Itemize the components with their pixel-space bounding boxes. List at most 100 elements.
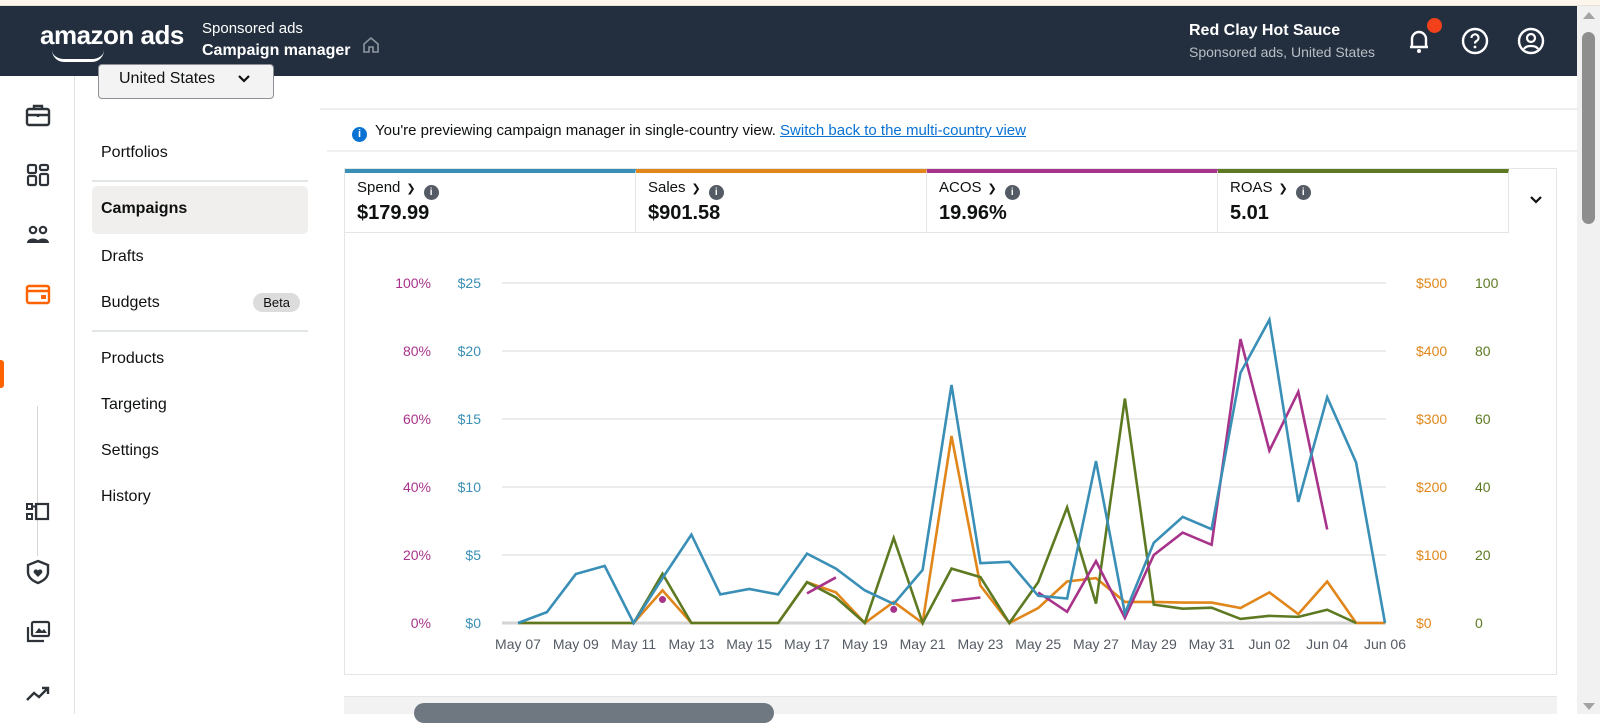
metric-value: 19.96%: [939, 202, 1007, 224]
acos-axis-tick-label: 0%: [411, 615, 431, 631]
x-axis-tick-label: May 17: [784, 636, 830, 652]
flow-icon[interactable]: [24, 498, 52, 526]
scroll-up-arrow-icon[interactable]: [1583, 12, 1595, 19]
metric-value: 5.01: [1230, 202, 1269, 224]
sub-navigation: Portfolios Campaigns Drafts Budgets Beta …: [92, 130, 308, 520]
metric-tile-spend[interactable]: Spend ❯ i $179.99: [345, 169, 636, 233]
brand-shield-icon[interactable]: [24, 558, 52, 586]
nav-item-drafts[interactable]: Drafts: [92, 234, 308, 280]
amazon-ads-logo[interactable]: amazon ads: [40, 20, 184, 50]
notification-dot: [1427, 18, 1442, 33]
acos-axis-tick-label: 40%: [403, 479, 431, 495]
country-select-value: United States: [119, 70, 216, 87]
spend-line: [517, 315, 1387, 626]
spend-axis-tick-label: $25: [458, 275, 482, 291]
sales-axis-tick-label: $200: [1416, 479, 1447, 495]
nav-item-label: Budgets: [101, 294, 160, 311]
acos-point: [890, 605, 898, 613]
metric-tile-acos[interactable]: ACOS ❯ i 19.96%: [927, 169, 1218, 233]
country-select[interactable]: United States: [98, 64, 274, 99]
nav-item-budgets[interactable]: Budgets Beta: [92, 280, 308, 326]
multi-country-link[interactable]: Switch back to the multi-country view: [780, 122, 1026, 139]
nav-item-label: Drafts: [101, 248, 144, 265]
vertical-scrollbar[interactable]: [1577, 6, 1600, 714]
lower-panel-control[interactable]: [414, 703, 774, 723]
briefcase-icon[interactable]: [24, 101, 52, 129]
x-axis-tick-label: May 29: [1131, 636, 1177, 652]
nav-item-portfolios[interactable]: Portfolios: [92, 130, 308, 176]
bell-icon[interactable]: [1404, 26, 1434, 56]
account-icon[interactable]: [1516, 26, 1546, 56]
acos-axis-tick-label: 20%: [403, 547, 431, 563]
home-icon[interactable]: [362, 36, 380, 54]
spend-axis-tick-label: $20: [458, 343, 482, 359]
metric-tiles: Spend ❯ i $179.99 Sales ❯ i $901.58 ACOS ❯ i 1…: [345, 169, 1509, 233]
spend-axis-tick-label: $0: [465, 615, 481, 631]
acos-line: [1037, 338, 1329, 621]
x-axis-tick-label: May 09: [553, 636, 599, 652]
nav-item-label: History: [101, 488, 151, 505]
nav-item-products[interactable]: Products: [92, 336, 308, 382]
acos-point: [659, 596, 666, 604]
metric-label: ACOS: [939, 179, 982, 196]
rail-divider: [37, 406, 38, 556]
header-title: Campaign manager: [202, 42, 351, 59]
info-icon: i: [352, 127, 367, 142]
chevron-down-icon[interactable]: ❯: [691, 183, 701, 195]
acos-axis-tick-label: 60%: [403, 411, 431, 427]
nav-item-label: Settings: [101, 442, 159, 459]
x-axis-tick-label: May 11: [611, 636, 656, 652]
chevron-down-icon[interactable]: ❯: [1278, 183, 1288, 195]
expand-metrics-chevron-icon[interactable]: [1521, 185, 1551, 215]
lower-panel: [344, 696, 1557, 723]
audiences-icon[interactable]: [24, 221, 52, 249]
nav-item-settings[interactable]: Settings: [92, 428, 308, 474]
x-axis-tick-label: Jun 02: [1248, 636, 1290, 652]
chevron-down-icon: [238, 75, 250, 83]
x-axis-tick-label: May 13: [668, 636, 714, 652]
chevron-down-icon[interactable]: ❯: [406, 183, 416, 195]
x-axis-tick-label: Jun 04: [1306, 636, 1348, 652]
chevron-down-icon[interactable]: ❯: [987, 183, 997, 195]
nav-divider: [92, 330, 308, 332]
performance-chart-card: Spend ❯ i $179.99 Sales ❯ i $901.58 ACOS ❯ i 1…: [344, 168, 1557, 675]
info-icon[interactable]: i: [1004, 185, 1020, 200]
x-axis-tick-label: May 15: [726, 636, 772, 652]
info-icon[interactable]: i: [1295, 185, 1311, 200]
sales-axis-tick-label: $300: [1416, 411, 1447, 427]
icon-rail: [0, 76, 75, 714]
notice-divider: [327, 150, 1577, 152]
nav-item-targeting[interactable]: Targeting: [92, 382, 308, 428]
logo-smile-icon: [52, 50, 104, 62]
acos-axis-tick-label: 100%: [395, 275, 431, 291]
help-icon[interactable]: [1460, 26, 1490, 56]
account-name[interactable]: Red Clay Hot Sauce: [1189, 22, 1341, 39]
info-icon[interactable]: i: [423, 185, 439, 200]
roas-axis-tick-label: 60: [1475, 411, 1491, 427]
metric-value: $901.58: [648, 202, 721, 224]
scroll-thumb[interactable]: [1582, 32, 1595, 224]
dashboard-icon[interactable]: [24, 161, 52, 189]
trending-icon[interactable]: [24, 680, 52, 708]
nav-item-history[interactable]: History: [92, 474, 308, 520]
acos-line: [806, 576, 837, 595]
x-axis-tick-label: May 23: [957, 636, 1003, 652]
metric-value: $179.99: [357, 202, 430, 224]
metric-tile-sales[interactable]: Sales ❯ i $901.58: [636, 169, 927, 233]
info-icon[interactable]: i: [708, 185, 724, 200]
metric-label: Spend: [357, 179, 401, 196]
header-subtitle: Sponsored ads: [202, 20, 303, 37]
scroll-down-arrow-icon[interactable]: [1583, 703, 1595, 710]
metric-tile-roas[interactable]: ROAS ❯ i 5.01: [1218, 169, 1509, 233]
sales-axis-tick-label: $500: [1416, 275, 1447, 291]
nav-item-label: Targeting: [101, 396, 167, 413]
sales-axis-tick-label: $100: [1416, 547, 1447, 563]
roas-line: [518, 398, 1357, 627]
beta-badge: Beta: [253, 293, 300, 312]
spend-axis-tick-label: $15: [458, 411, 482, 427]
x-axis-tick-label: May 19: [842, 636, 888, 652]
campaigns-wallet-icon[interactable]: [24, 280, 52, 308]
nav-item-campaigns[interactable]: Campaigns: [92, 186, 308, 234]
creative-gallery-icon[interactable]: [24, 618, 52, 646]
x-axis-tick-label: May 21: [900, 636, 946, 652]
